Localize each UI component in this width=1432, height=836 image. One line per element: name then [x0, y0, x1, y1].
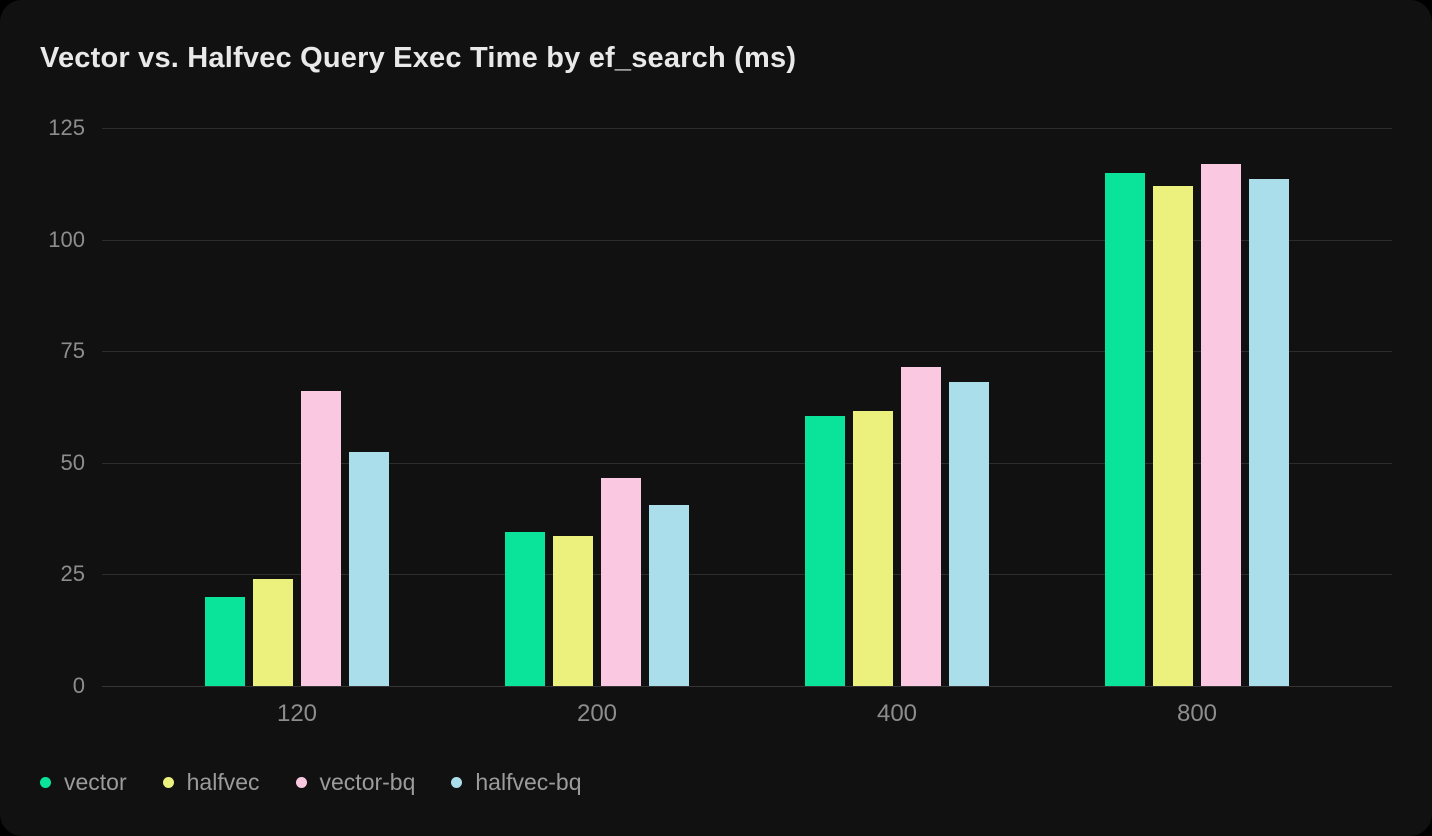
bar-halfvec-bq-200[interactable]	[649, 505, 689, 686]
legend-dot-vector	[40, 777, 51, 788]
chart-title: Vector vs. Halfvec Query Exec Time by ef…	[40, 42, 797, 74]
bar-halfvec-200[interactable]	[553, 536, 593, 686]
legend-label-vector-bq: vector-bq	[319, 769, 416, 795]
y-axis: 0 25 50 75 100 125	[0, 115, 85, 698]
bar-halfvec-bq-800[interactable]	[1249, 179, 1289, 686]
bar-vector-bq-200[interactable]	[601, 478, 641, 686]
gridline-y-125	[102, 128, 1392, 129]
legend-dot-halfvec	[162, 777, 174, 788]
bar-halfvec-400[interactable]	[853, 411, 893, 686]
bar-vector-200[interactable]	[505, 532, 545, 686]
x-tick-label-200: 200	[576, 700, 618, 727]
bar-group-120	[205, 391, 389, 686]
x-tick-label-400: 400	[876, 700, 918, 727]
bar-vector-bq-120[interactable]	[301, 391, 341, 686]
bar-vector-120[interactable]	[205, 596, 245, 686]
bar-group-400	[805, 366, 989, 686]
gridline-y-75	[102, 351, 1392, 353]
bar-vector-bq-400[interactable]	[901, 366, 941, 686]
legend-label-vector: vector	[64, 769, 127, 795]
plot-area	[102, 128, 1392, 687]
bar-halfvec-120[interactable]	[253, 578, 293, 686]
gridline-y-0	[102, 686, 1392, 687]
legend-dot-halfvec-bq	[451, 777, 463, 788]
y-tick-label-125: 125	[48, 115, 85, 140]
y-tick-label-25: 25	[60, 561, 85, 587]
x-axis: 120 200 400 800	[102, 700, 1392, 732]
gridline-y-50	[102, 462, 1392, 464]
gridline-y-25	[102, 574, 1392, 576]
bar-group-200	[505, 478, 689, 686]
y-tick-label-100: 100	[48, 226, 85, 252]
bar-halfvec-bq-120[interactable]	[349, 451, 389, 686]
y-tick-label-75: 75	[60, 338, 85, 364]
legend: vector halfvec vector-bq halfvec-bq	[40, 769, 582, 796]
legend-dot-vector-bq	[295, 777, 307, 788]
legend-item-vector-bq[interactable]: vector-bq	[295, 769, 416, 796]
legend-label-halfvec: halfvec	[186, 769, 260, 795]
bar-vector-400[interactable]	[805, 415, 845, 686]
legend-item-halfvec[interactable]: halfvec	[162, 769, 260, 796]
legend-item-halfvec-bq[interactable]: halfvec-bq	[451, 769, 582, 796]
y-tick-label-50: 50	[60, 449, 85, 475]
bar-halfvec-800[interactable]	[1153, 186, 1193, 686]
x-tick-label-800: 800	[1176, 700, 1218, 727]
legend-label-halfvec-bq: halfvec-bq	[475, 769, 582, 795]
y-tick-label-0: 0	[72, 673, 85, 698]
legend-item-vector[interactable]: vector	[40, 769, 127, 796]
bar-halfvec-bq-400[interactable]	[949, 382, 989, 686]
bar-vector-bq-800[interactable]	[1201, 163, 1241, 686]
gridline-y-100	[102, 239, 1392, 241]
bar-group-800	[1105, 163, 1289, 686]
bar-vector-800[interactable]	[1105, 172, 1145, 686]
x-tick-label-120: 120	[276, 700, 318, 727]
